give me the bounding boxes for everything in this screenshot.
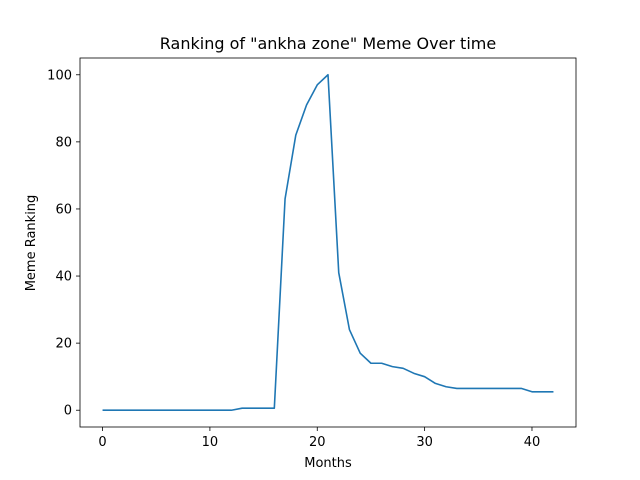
y-tick-label: 40 xyxy=(55,270,72,285)
y-tick-label: 20 xyxy=(55,337,72,352)
axes-frame xyxy=(79,57,577,428)
y-tick-label: 0 xyxy=(64,404,72,419)
x-axis-ticks: 0 10 20 30 40 xyxy=(98,427,540,450)
y-tick-label: 80 xyxy=(55,135,72,150)
x-tick-label: 20 xyxy=(309,435,326,450)
x-tick-label: 0 xyxy=(98,435,106,450)
y-tick-label: 100 xyxy=(47,68,72,83)
x-tick-label: 30 xyxy=(416,435,433,450)
x-tick-label: 10 xyxy=(202,435,219,450)
series-line-0 xyxy=(102,73,554,412)
chart-title: Ranking of "ankha zone" Meme Over time xyxy=(160,34,496,53)
y-tick-label: 60 xyxy=(55,202,72,217)
x-axis-label: Months xyxy=(304,456,352,471)
plot-area xyxy=(79,57,577,428)
y-axis-label: Meme Ranking xyxy=(24,195,39,292)
x-tick-label: 40 xyxy=(524,435,541,450)
y-axis-ticks: 0 20 40 60 80 100 xyxy=(47,68,80,419)
